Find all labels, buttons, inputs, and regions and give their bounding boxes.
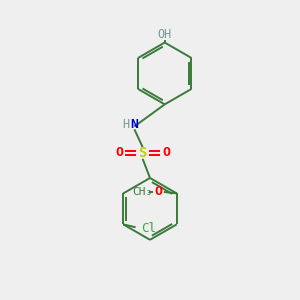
Text: H: H [122,118,129,131]
Text: O: O [162,146,170,159]
Text: Cl: Cl [142,222,157,235]
Text: OH: OH [158,28,172,41]
Text: S: S [139,146,147,160]
Text: O: O [154,185,163,199]
Text: O: O [115,146,123,159]
Text: CH₃: CH₃ [132,187,152,197]
Text: N: N [130,118,138,131]
